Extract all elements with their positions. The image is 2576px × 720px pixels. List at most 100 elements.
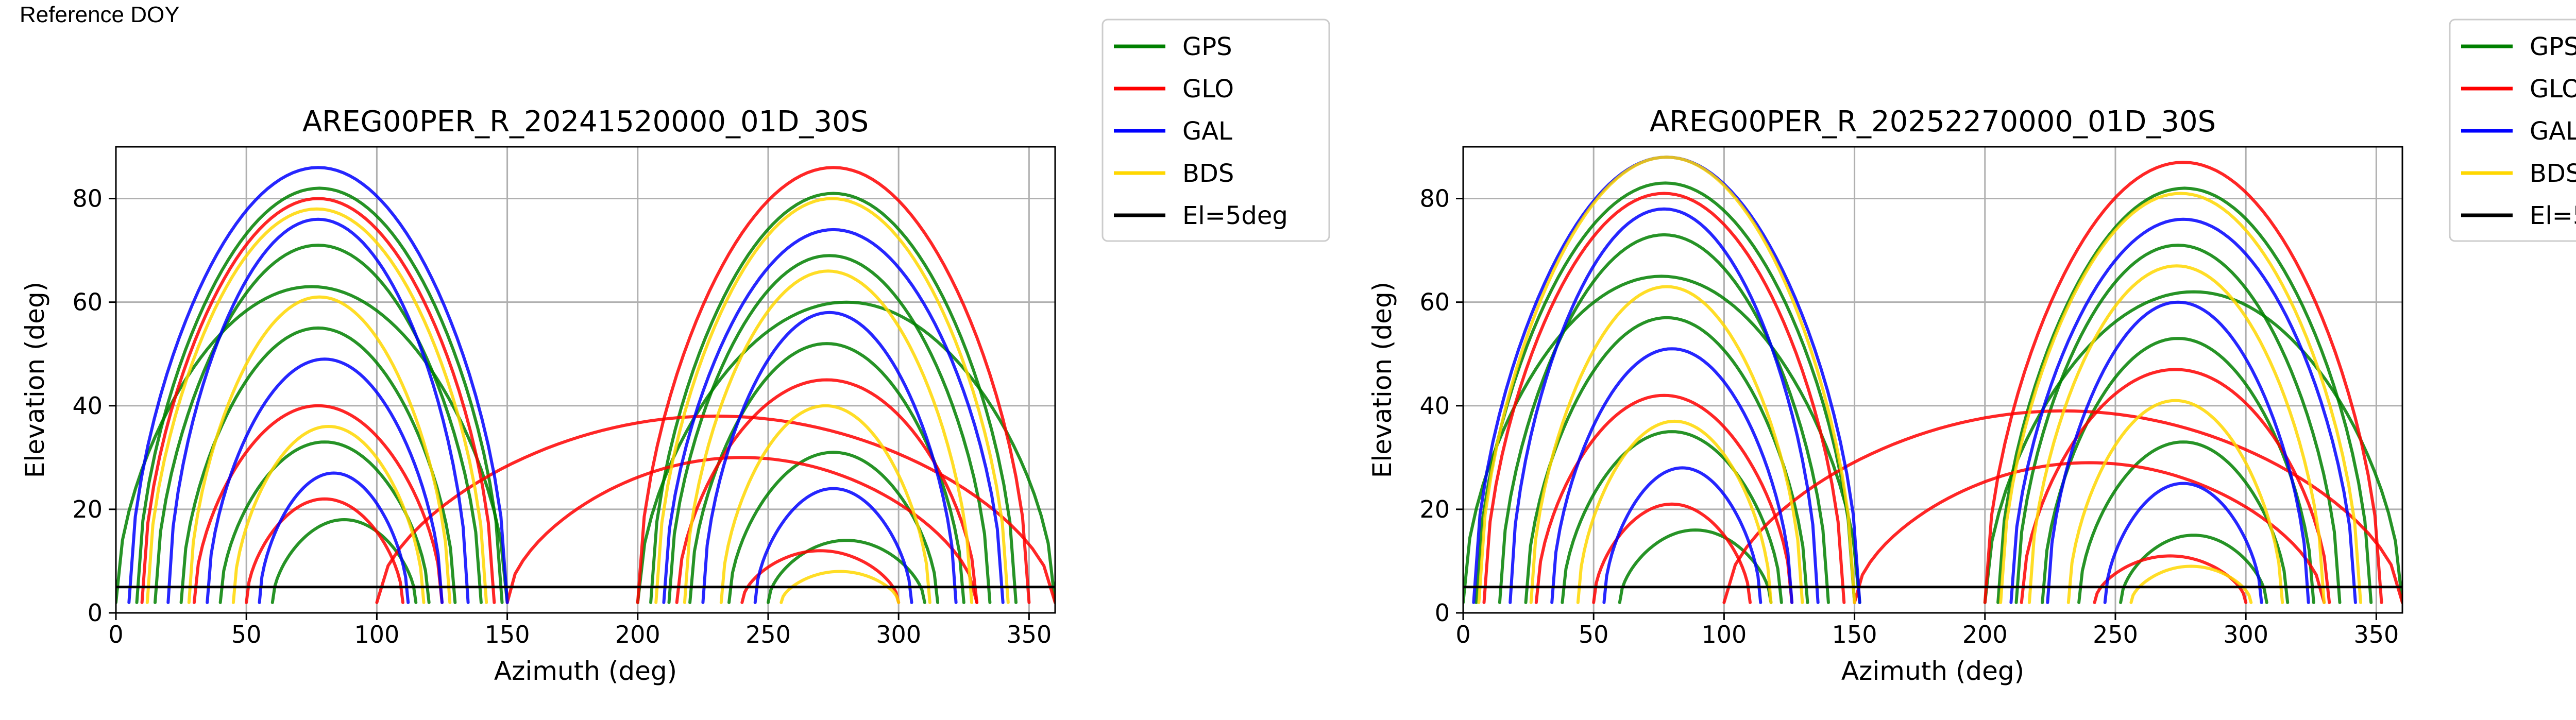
y-tick-label: 80 [72, 185, 103, 213]
satellite-track-gps [1996, 186, 2373, 604]
satellite-track-gps [1983, 290, 2402, 604]
satellite-track-gps [1618, 528, 1773, 604]
satellite-track-glo [245, 497, 404, 604]
satellite-track-bds [719, 404, 931, 604]
legend: GPS GLO GAL BDS El=5deg [2449, 19, 2576, 242]
x-tick-label: 200 [1962, 621, 2008, 648]
legend: GPS GLO GAL BDS El=5deg [1101, 19, 1330, 242]
satellite-track-gps [154, 244, 483, 604]
satellite-track-gal [2046, 300, 2310, 604]
x-axis-label: Azimuth (deg) [1841, 656, 2024, 686]
x-tick-label: 150 [1832, 621, 1877, 648]
data-marks [1463, 156, 2402, 604]
x-tick-label: 300 [2223, 621, 2268, 648]
legend-label: El=5deg [2530, 201, 2576, 230]
satellite-track-gal [1602, 466, 1762, 604]
axes-frame [115, 146, 1056, 614]
y-tick-label: 20 [72, 495, 103, 523]
y-tick-label: 20 [1419, 495, 1450, 523]
chart-panel-right: 0 50 100 150 200 250 300 350 0 20 40 60 80 AREG00PER_… [1367, 19, 2576, 686]
satellite-track-glo [192, 404, 444, 604]
satellite-track-gps [218, 440, 431, 604]
satellite-track-bds [231, 424, 426, 604]
satellite-track-gps [667, 254, 992, 604]
satellite-track-gal [127, 166, 509, 604]
satellite-track-glo [140, 197, 496, 604]
satellite-track-gps [1463, 275, 1861, 604]
satellite-track-gal [258, 471, 410, 604]
satellite-track-gal [166, 217, 470, 604]
x-tick-label: 0 [108, 621, 123, 648]
satellite-track-gps [2119, 534, 2268, 604]
x-tick-label: 150 [485, 621, 530, 648]
satellite-track-bds [654, 197, 1010, 604]
legend-label: El=5deg [1182, 201, 1288, 230]
chart-title: AREG00PER_R_20252270000_01D_30S [1650, 105, 2216, 139]
x-tick-label: 300 [876, 621, 921, 648]
satellite-track-gal [1509, 207, 1820, 604]
satellite-track-bds [2027, 264, 2326, 604]
x-tick-label: 250 [2093, 621, 2138, 648]
satellite-track-bds [779, 570, 901, 604]
legend-box [1101, 19, 1330, 242]
satellite-track-gps [116, 285, 509, 604]
satellite-track-gps [179, 326, 457, 604]
satellite-track-bds [1529, 285, 1804, 604]
x-tick-label: 250 [745, 621, 791, 648]
y-axis-label: Elevation (deg) [1367, 282, 1397, 478]
x-axis-label: Azimuth (deg) [494, 656, 677, 686]
chart-title: AREG00PER_R_20241520000_01D_30S [302, 105, 869, 139]
legend-label: GPS [1182, 32, 1232, 61]
y-tick-label: 40 [1419, 392, 1450, 420]
y-tick-label: 40 [72, 392, 103, 420]
satellite-track-gps [636, 300, 1055, 604]
satellite-track-gal [753, 487, 913, 604]
y-axis-label: Elevation (deg) [20, 282, 50, 478]
legend-label: GAL [1182, 117, 1232, 146]
satellite-track-glo [1482, 192, 1846, 604]
x-tick-label: 200 [615, 621, 660, 648]
satellite-track-gal [2103, 482, 2263, 604]
satellite-track-bds [1477, 156, 1856, 604]
satellite-track-glo [636, 166, 1031, 604]
chart-panel-left: 0 50 100 150 200 250 300 350 0 20 40 60 80 AREG00PER_… [20, 19, 1330, 686]
satellite-track-gps [2077, 440, 2290, 604]
satellite-track-gps [649, 192, 1018, 604]
x-tick-label: 100 [1701, 621, 1747, 648]
satellite-track-bds [683, 269, 973, 604]
x-tick-label: 350 [1006, 621, 1052, 648]
legend-label: BDS [2530, 159, 2576, 188]
satellite-track-gps [2014, 244, 2342, 604]
satellite-track-gal [662, 228, 1005, 604]
legend-label: GLO [2530, 75, 2576, 104]
satellite-track-gps [1561, 430, 1783, 604]
satellite-track-glo [740, 549, 901, 604]
satellite-track-gps [767, 539, 926, 604]
satellite-track-gal [2009, 217, 2357, 604]
satellite-track-bds [2066, 399, 2284, 604]
legend-label: GAL [2530, 117, 2576, 146]
satellite-track-gps [1475, 181, 1856, 604]
legend-label: GPS [2530, 32, 2576, 61]
x-tick-label: 50 [1579, 621, 1609, 648]
satellite-track-gal [206, 357, 444, 604]
legend-label: BDS [1182, 159, 1234, 188]
satellite-track-gps [1524, 316, 1809, 604]
x-tick-label: 350 [2353, 621, 2399, 648]
satellite-track-glo [2093, 554, 2248, 604]
satellite-track-bds [1999, 192, 2362, 604]
satellite-track-gal [701, 311, 958, 604]
y-tick-label: 0 [1435, 599, 1450, 627]
satellite-track-bds [145, 207, 488, 604]
satellite-track-gps [135, 186, 504, 604]
y-tick-label: 0 [88, 599, 103, 627]
satellite-track-glo [1853, 461, 2326, 604]
x-tick-label: 0 [1455, 621, 1470, 648]
satellite-track-gps [270, 518, 418, 604]
y-tick-label: 60 [72, 288, 103, 316]
axes-frame [1462, 146, 2403, 614]
satellite-track-bds [1576, 419, 1773, 604]
satellite-track-bds [2129, 564, 2253, 604]
y-tick-label: 80 [1419, 185, 1450, 213]
